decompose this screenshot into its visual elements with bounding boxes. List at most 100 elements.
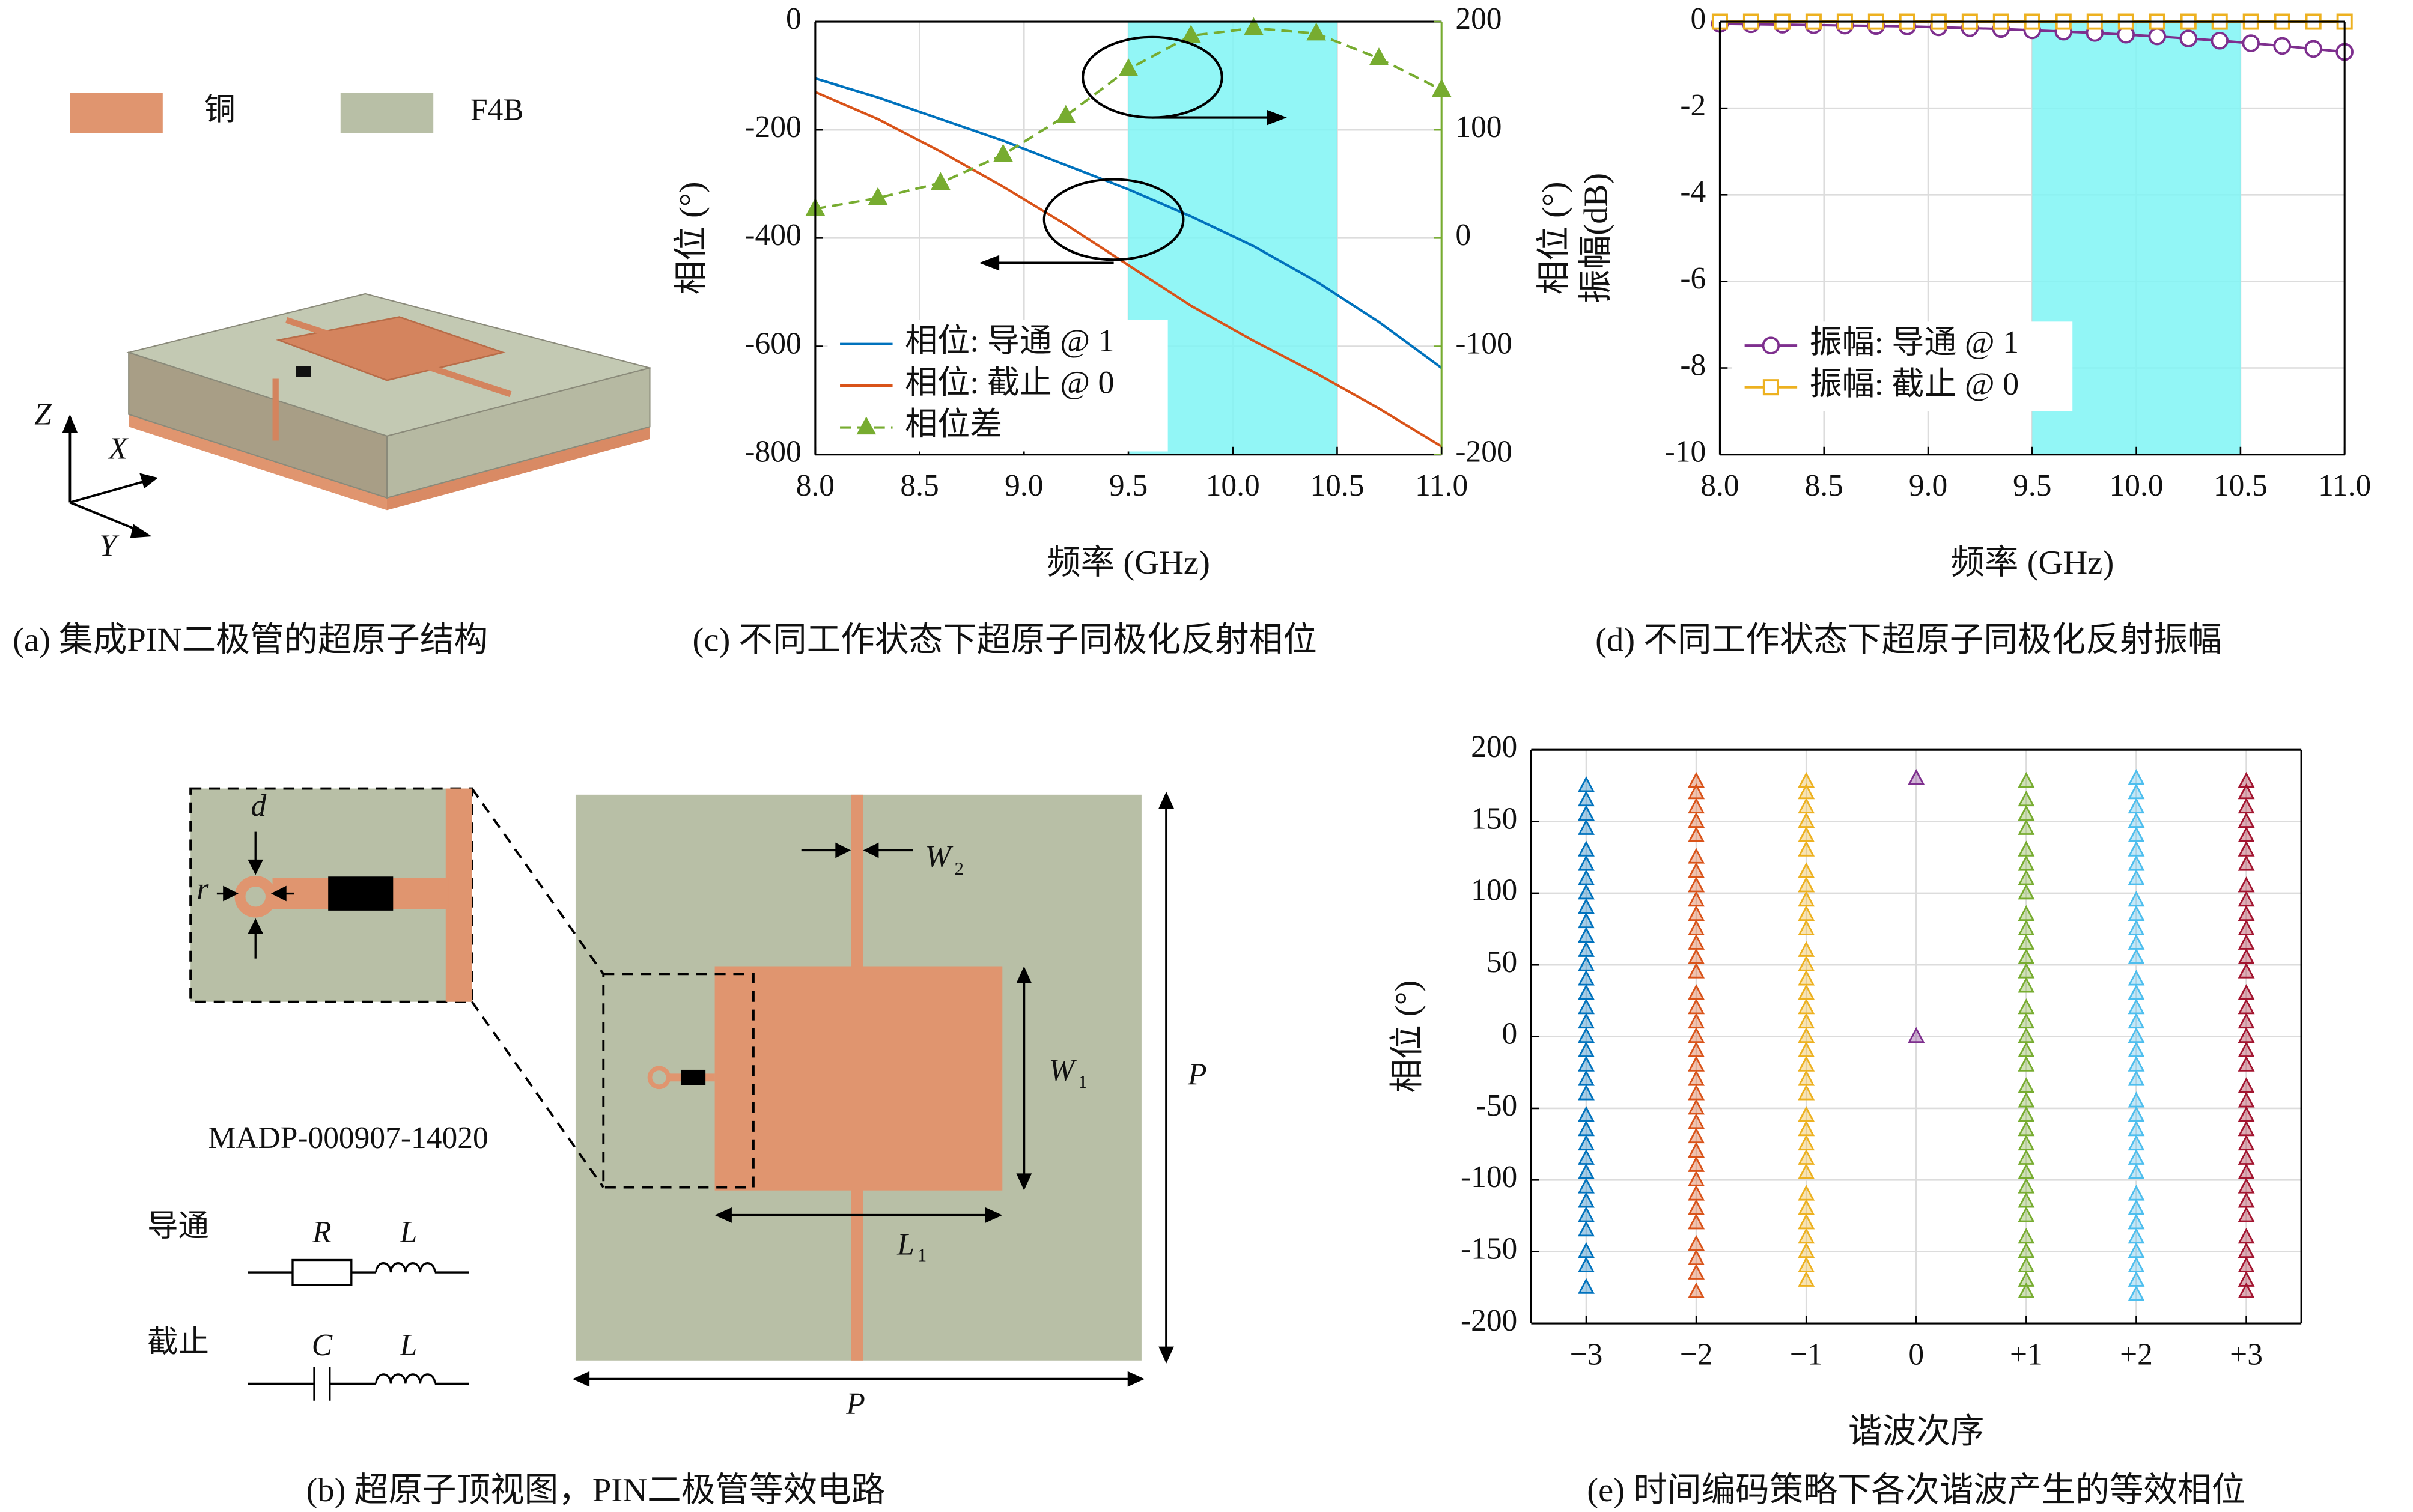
inductor — [375, 1373, 436, 1384]
marker — [2128, 1163, 2145, 1179]
component-label: R — [312, 1215, 331, 1249]
charts: 8.0 8.5 9.0 9.5 10.0 10.5 11.00-200-400-600-80… — [673, 2, 2371, 1509]
feed-line — [285, 317, 512, 398]
state-label: 导通 — [147, 1209, 209, 1243]
marker — [1688, 1282, 1705, 1298]
y2-axis-label: 相位 (°) — [1536, 181, 1573, 294]
legend-label: 振幅: 截止 @ 0 — [1810, 366, 2019, 402]
marker — [1578, 1084, 1595, 1101]
axis-name: Z — [34, 398, 52, 432]
ellipse-annotation — [1042, 178, 1185, 261]
y-tick-label: -150 — [1461, 1231, 1517, 1266]
marker — [2242, 34, 2260, 52]
y-axis-label: 振幅(dB) — [1578, 173, 1615, 303]
series-line — [815, 77, 1443, 369]
dim-label: L — [896, 1228, 914, 1262]
marker — [2018, 819, 2035, 835]
panel-a: 铜 F4B Z X Y (a) 集成PIN二极管的超原子结构 — [13, 93, 653, 659]
marker — [1244, 17, 1264, 35]
dim-subscript: 1 — [917, 1244, 927, 1265]
component-label: L — [400, 1215, 418, 1249]
legend-swatch — [340, 93, 434, 133]
dim-label: r — [196, 872, 209, 906]
marker — [856, 416, 877, 435]
caption: (b) 超原子顶视图，PIN二极管等效电路 — [306, 1472, 885, 1509]
marker — [1762, 336, 1780, 355]
y-axis-label: 相位 (°) — [673, 181, 710, 294]
diode — [296, 366, 311, 377]
arrow-heads — [223, 791, 1174, 1387]
patch — [714, 966, 1003, 1191]
y-tick-label: -600 — [744, 326, 801, 360]
marker — [2273, 37, 2292, 55]
y2-tick-label: 0 — [1455, 218, 1471, 252]
y2-tick-label: 200 — [1455, 2, 1502, 36]
x-tick-label: 9.5 — [2013, 469, 2051, 503]
x-tick-label: 8.0 — [796, 469, 835, 503]
marker — [2179, 29, 2198, 47]
marker — [2018, 1055, 2035, 1072]
x-tick-label: −2 — [1680, 1337, 1713, 1371]
marker — [1688, 1213, 1705, 1230]
y-tick-label: -4 — [1680, 175, 1706, 209]
y-tick-label: -8 — [1680, 348, 1706, 382]
legend-label: 铜 — [204, 93, 235, 127]
capacitor — [248, 1367, 469, 1401]
state-label: 截止 — [147, 1325, 209, 1359]
axis-name: X — [108, 431, 129, 466]
marker — [2238, 1055, 2255, 1072]
marker — [1118, 58, 1139, 76]
marker — [1688, 826, 1705, 842]
marker — [868, 187, 888, 205]
y-tick-label: 100 — [1471, 873, 1517, 908]
marker — [2018, 977, 2035, 993]
component-label: C — [312, 1328, 333, 1362]
y-tick-label: -100 — [1461, 1160, 1517, 1194]
marker — [1798, 1271, 1815, 1287]
marker — [1688, 962, 1705, 979]
x-axis-label: 频率 (GHz) — [1950, 544, 2114, 581]
marker — [2148, 27, 2167, 46]
resistor — [291, 1258, 353, 1286]
marker — [2128, 1070, 2145, 1086]
y-tick-label: 50 — [1486, 945, 1517, 979]
marker — [1798, 1163, 1815, 1179]
y-tick-label: 150 — [1471, 801, 1517, 836]
legend-box — [1732, 321, 2073, 411]
dim-label: P — [1187, 1058, 1206, 1092]
marker — [931, 172, 951, 190]
y-tick-label: -2 — [1680, 88, 1706, 123]
x-tick-label: 8.5 — [1805, 469, 1843, 503]
x-axis-label: 谐波次序 — [1848, 1413, 1984, 1450]
x-tick-label: 11.0 — [2318, 469, 2371, 503]
x-tick-label: 10.0 — [1206, 469, 1260, 503]
x-tick-label: 9.5 — [1109, 469, 1148, 503]
marker — [1578, 1256, 1595, 1272]
x-tick-label: +1 — [2010, 1337, 2043, 1371]
x-tick-label: 0 — [1908, 1337, 1924, 1371]
axis-name: Y — [99, 529, 120, 563]
zoom-box — [602, 973, 755, 1189]
caption: (a) 集成PIN二极管的超原子结构 — [13, 622, 488, 659]
marker — [2211, 31, 2229, 50]
y-tick-label: -200 — [744, 110, 801, 144]
ground-plane — [129, 414, 387, 511]
dim-label: P — [845, 1387, 865, 1421]
marker — [1908, 769, 1925, 785]
marker — [2238, 962, 2255, 979]
y-axis-label: 相位 (°) — [1389, 980, 1426, 1093]
x-tick-label: 10.0 — [2110, 469, 2164, 503]
dim-label: d — [251, 789, 267, 823]
inset-via — [234, 875, 276, 918]
y2-tick-label: -200 — [1455, 434, 1512, 469]
y-tick-label: -50 — [1476, 1088, 1518, 1123]
y-tick-label: 0 — [786, 2, 802, 36]
x-tick-label: −1 — [1790, 1337, 1823, 1371]
legend-label: 相位: 导通 @ 1 — [905, 323, 1114, 359]
marker — [993, 144, 1013, 162]
axis-arrow — [69, 478, 153, 504]
marker — [2128, 948, 2145, 964]
series-line — [815, 91, 1443, 448]
marker — [2018, 884, 2035, 900]
